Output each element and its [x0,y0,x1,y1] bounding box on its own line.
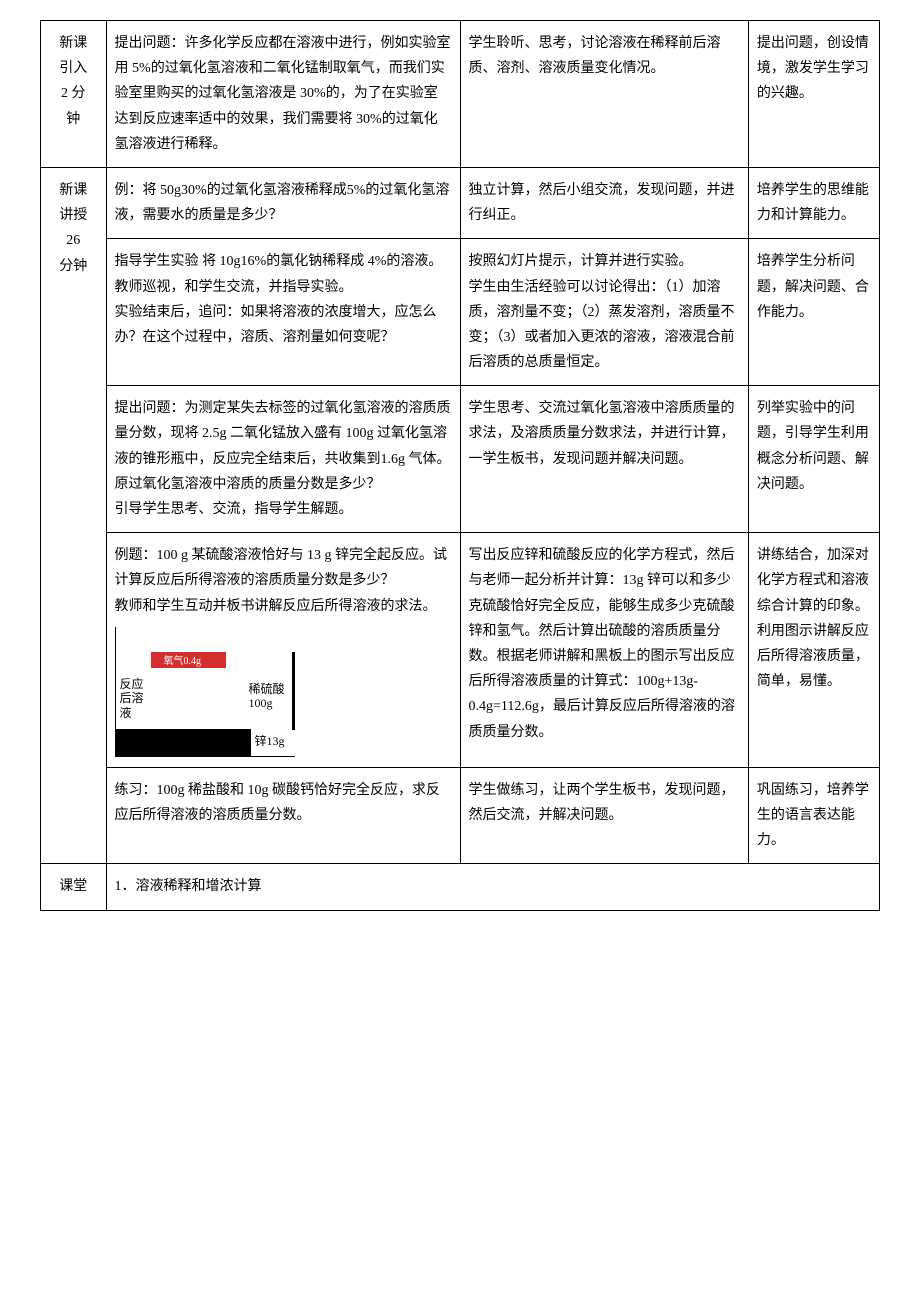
diagram-bottom-bar [116,729,251,756]
teacher-activity-4: 例题：100 g 某硫酸溶液恰好与 13 g 锌完全起反应。试计算反应后所得溶液… [106,533,460,768]
student-activity-1: 独立计算，然后小组交流，发现问题，并进行纠正。 [460,167,748,238]
phase-label-intro: 新课 引入 2 分 钟 [41,21,107,168]
teacher-activity-4-text: 例题：100 g 某硫酸溶液恰好与 13 g 锌完全起反应。试计算反应后所得溶液… [115,548,448,613]
diagram-divider [292,652,295,730]
summary-content: 1．溶液稀释和增浓计算 [106,864,879,910]
lesson-plan-table: 新课 引入 2 分 钟 提出问题：许多化学反应都在溶液中进行，例如实验室用 5%… [40,20,880,911]
design-intent-4: 讲练结合，加深对化学方程式和溶液综合计算的印象。 利用图示讲解反应后所得溶液质量… [748,533,879,768]
diagram-right-top-label: 稀硫酸 100g [249,682,285,711]
lecture-row-1: 新课 讲授 26 分钟 例：将 50g30%的过氧化氢溶液稀释成5%的过氧化氢溶… [41,167,880,238]
lecture-row-3: 提出问题：为测定某失去标签的过氧化氢溶液的溶质质量分数，现将 2.5g 二氧化锰… [41,386,880,533]
teacher-activity-5: 练习：100g 稀盐酸和 10g 碳酸钙恰好完全反应，求反应后所得溶液的溶质质量… [106,767,460,864]
student-activity-2: 按照幻灯片提示，计算并进行实验。 学生由生活经验可以讨论得出：（1）加溶质，溶剂… [460,239,748,386]
diagram-right-bottom-label: 锌13g [255,731,285,753]
phase-label-lecture: 新课 讲授 26 分钟 [41,167,107,863]
design-intent-2: 培养学生分析问题，解决问题、合作能力。 [748,239,879,386]
student-activity-intro: 学生聆听、思考，讨论溶液在稀释前后溶质、溶剂、溶液质量变化情况。 [460,21,748,168]
summary-row: 课堂 1．溶液稀释和增浓计算 [41,864,880,910]
lecture-row-4: 例题：100 g 某硫酸溶液恰好与 13 g 锌完全起反应。试计算反应后所得溶液… [41,533,880,768]
design-intent-intro: 提出问题，创设情境，激发学生学习的兴趣。 [748,21,879,168]
teacher-activity-3: 提出问题：为测定某失去标签的过氧化氢溶液的溶质质量分数，现将 2.5g 二氧化锰… [106,386,460,533]
teacher-activity-1: 例：将 50g30%的过氧化氢溶液稀释成5%的过氧化氢溶液，需要水的质量是多少？ [106,167,460,238]
teacher-activity-2: 指导学生实验 将 10g16%的氯化钠稀释成 4%的溶液。教师巡视，和学生交流，… [106,239,460,386]
design-intent-1: 培养学生的思维能力和计算能力。 [748,167,879,238]
reaction-diagram: 氧气0.4g 反应 后溶 液 稀硫酸 100g 锌13g [115,627,295,757]
student-activity-4: 写出反应锌和硫酸反应的化学方程式，然后与老师一起分析并计算：13g 锌可以和多少… [460,533,748,768]
student-activity-3: 学生思考、交流过氧化氢溶液中溶质质量的求法，及溶质质量分数求法，并进行计算，一学… [460,386,748,533]
teacher-activity-intro: 提出问题：许多化学反应都在溶液中进行，例如实验室用 5%的过氧化氢溶液和二氧化锰… [106,21,460,168]
student-activity-5: 学生做练习，让两个学生板书，发现问题，然后交流，并解决问题。 [460,767,748,864]
diagram-left-label: 反应 后溶 液 [120,677,150,720]
lecture-row-2: 指导学生实验 将 10g16%的氯化钠稀释成 4%的溶液。教师巡视，和学生交流，… [41,239,880,386]
diagram-red-label: 氧气0.4g [164,653,202,671]
phase-label-summary: 课堂 [41,864,107,910]
design-intent-3: 列举实验中的问题，引导学生利用概念分析问题、解决问题。 [748,386,879,533]
intro-row: 新课 引入 2 分 钟 提出问题：许多化学反应都在溶液中进行，例如实验室用 5%… [41,21,880,168]
lecture-row-5: 练习：100g 稀盐酸和 10g 碳酸钙恰好完全反应，求反应后所得溶液的溶质质量… [41,767,880,864]
design-intent-5: 巩固练习，培养学生的语言表达能力。 [748,767,879,864]
